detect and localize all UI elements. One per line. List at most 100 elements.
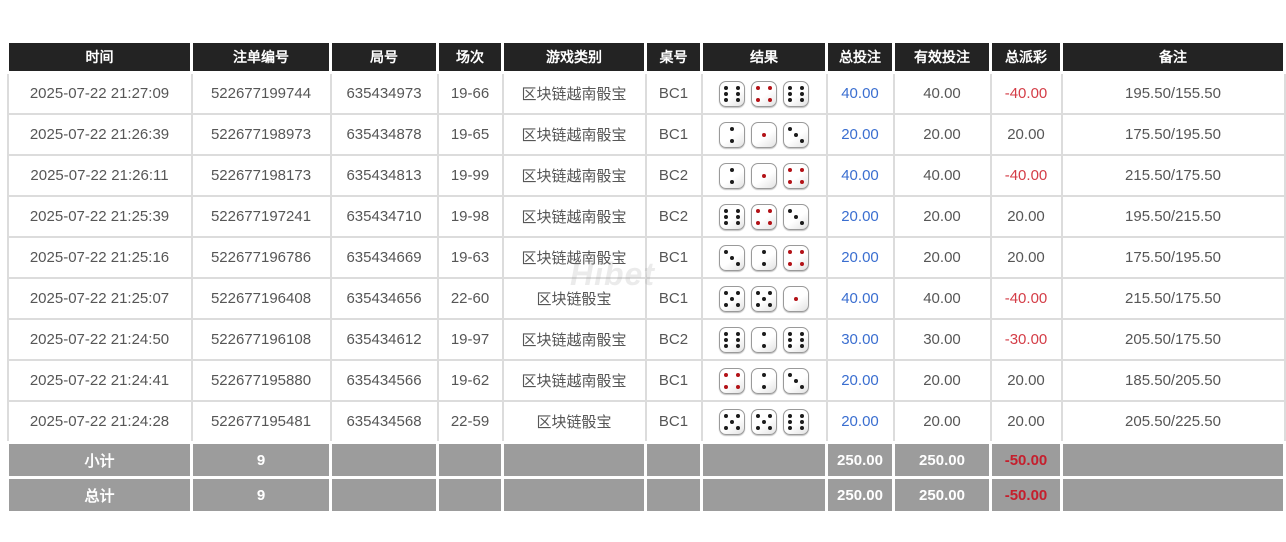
cell-time: 2025-07-22 21:24:41 — [6, 359, 193, 402]
cell-valid-bet: 40.00 — [892, 277, 992, 320]
cell-payout: -40.00 — [989, 71, 1063, 115]
cell-session: 22-59 — [436, 400, 504, 444]
die-6-icon — [719, 203, 745, 230]
cell-remark: 195.50/155.50 — [1060, 71, 1286, 115]
cell-result — [700, 195, 828, 238]
total-row-payout: -50.00 — [989, 476, 1063, 514]
cell-game-type: 区块链越南骰宝 — [501, 359, 647, 402]
cell-payout: 20.00 — [989, 113, 1063, 156]
subtotal-row-session-empty — [436, 441, 504, 479]
subtotal-row-game-type-empty — [501, 441, 647, 479]
cell-time: 2025-07-22 21:25:07 — [6, 277, 193, 320]
subtotal-row-remark-empty — [1060, 441, 1286, 479]
header-result: 结果 — [700, 40, 828, 74]
cell-valid-bet: 20.00 — [892, 359, 992, 402]
total-row-round-empty — [329, 476, 439, 514]
die-6-icon — [783, 80, 809, 107]
total-row-game-type-empty — [501, 476, 647, 514]
cell-valid-bet: 30.00 — [892, 318, 992, 361]
cell-remark: 175.50/195.50 — [1060, 236, 1286, 279]
die-3-icon — [719, 244, 745, 271]
die-2-icon — [751, 244, 777, 271]
cell-time: 2025-07-22 21:25:16 — [6, 236, 193, 279]
die-5-icon — [751, 408, 777, 435]
cell-total-bet[interactable]: 20.00 — [825, 113, 895, 156]
total-row-total-bet: 250.00 — [825, 476, 895, 514]
table-row: 2025-07-22 21:25:07 522677196408 635434656… — [6, 277, 1286, 320]
cell-valid-bet: 20.00 — [892, 113, 992, 156]
cell-total-bet[interactable]: 30.00 — [825, 318, 895, 361]
cell-game-type: 区块链越南骰宝 — [501, 318, 647, 361]
cell-total-bet[interactable]: 40.00 — [825, 71, 895, 115]
total-row-table-no-empty — [644, 476, 703, 514]
dice-result — [705, 244, 824, 271]
cell-time: 2025-07-22 21:26:39 — [6, 113, 193, 156]
total-row-count: 9 — [190, 476, 332, 514]
cell-table-no: BC2 — [644, 154, 703, 197]
cell-session: 19-99 — [436, 154, 504, 197]
cell-payout: -40.00 — [989, 277, 1063, 320]
header-valid-bet: 有效投注 — [892, 40, 992, 74]
cell-total-bet[interactable]: 20.00 — [825, 195, 895, 238]
header-payout: 总派彩 — [989, 40, 1063, 74]
total-row-valid-bet: 250.00 — [892, 476, 992, 514]
subtotal-row-result-empty — [700, 441, 828, 479]
subtotal-row-label: 小计 — [6, 441, 193, 479]
header-game-type: 游戏类别 — [501, 40, 647, 74]
cell-remark: 205.50/175.50 — [1060, 318, 1286, 361]
die-2-icon — [719, 162, 745, 189]
cell-time: 2025-07-22 21:24:50 — [6, 318, 193, 361]
subtotal-row-valid-bet: 250.00 — [892, 441, 992, 479]
cell-session: 19-98 — [436, 195, 504, 238]
total-row-result-empty — [700, 476, 828, 514]
cell-bet-id: 522677195880 — [190, 359, 332, 402]
cell-payout: -30.00 — [989, 318, 1063, 361]
dice-result — [705, 326, 824, 353]
cell-game-type: 区块链越南骰宝 — [501, 236, 647, 279]
die-5-icon — [719, 285, 745, 312]
cell-total-bet[interactable]: 40.00 — [825, 154, 895, 197]
die-1-icon — [783, 285, 809, 312]
die-5-icon — [751, 285, 777, 312]
cell-bet-id: 522677195481 — [190, 400, 332, 444]
cell-session: 19-97 — [436, 318, 504, 361]
die-5-icon — [719, 408, 745, 435]
cell-remark: 195.50/215.50 — [1060, 195, 1286, 238]
cell-game-type: 区块链越南骰宝 — [501, 71, 647, 115]
cell-result — [700, 154, 828, 197]
dice-result — [705, 203, 824, 230]
cell-bet-id: 522677197241 — [190, 195, 332, 238]
table-row: 2025-07-22 21:25:16 522677196786 635434669… — [6, 236, 1286, 279]
dice-result — [705, 162, 824, 189]
cell-table-no: BC1 — [644, 400, 703, 444]
die-6-icon — [719, 80, 745, 107]
cell-valid-bet: 20.00 — [892, 236, 992, 279]
cell-remark: 175.50/195.50 — [1060, 113, 1286, 156]
cell-round: 635434566 — [329, 359, 439, 402]
cell-total-bet[interactable]: 40.00 — [825, 277, 895, 320]
total-row-label: 总计 — [6, 476, 193, 514]
table-row: 2025-07-22 21:26:11 522677198173 635434813… — [6, 154, 1286, 197]
cell-total-bet[interactable]: 20.00 — [825, 236, 895, 279]
subtotal-row-payout: -50.00 — [989, 441, 1063, 479]
cell-session: 19-65 — [436, 113, 504, 156]
cell-bet-id: 522677198173 — [190, 154, 332, 197]
cell-remark: 185.50/205.50 — [1060, 359, 1286, 402]
cell-payout: 20.00 — [989, 359, 1063, 402]
die-4-icon — [751, 203, 777, 230]
cell-round: 635434656 — [329, 277, 439, 320]
cell-session: 19-62 — [436, 359, 504, 402]
header-row: 时间 注单编号 局号 场次 游戏类别 桌号 结果 总投注 有效投注 总派彩 备注 — [6, 40, 1286, 74]
dice-result — [705, 408, 824, 435]
cell-table-no: BC2 — [644, 195, 703, 238]
die-1-icon — [751, 121, 777, 148]
subtotal-row-round-empty — [329, 441, 439, 479]
die-3-icon — [783, 367, 809, 394]
cell-result — [700, 113, 828, 156]
cell-total-bet[interactable]: 20.00 — [825, 359, 895, 402]
cell-total-bet[interactable]: 20.00 — [825, 400, 895, 444]
cell-round: 635434568 — [329, 400, 439, 444]
table-row: 2025-07-22 21:24:41 522677195880 635434566… — [6, 359, 1286, 402]
header-time: 时间 — [6, 40, 193, 74]
dice-result — [705, 121, 824, 148]
